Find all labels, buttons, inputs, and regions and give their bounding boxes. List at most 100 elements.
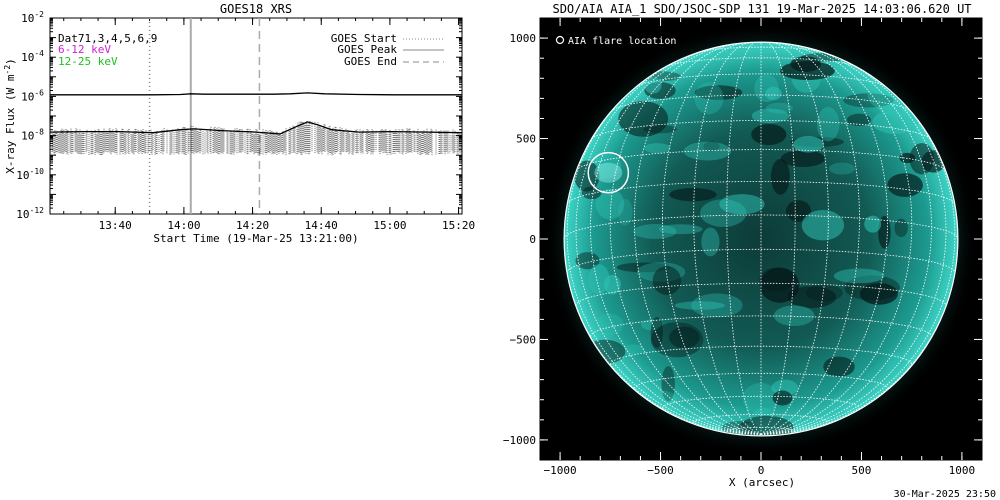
solar-texture-blob (701, 227, 720, 257)
solar-texture-blob (843, 93, 894, 108)
grid-latitude-line (576, 149, 946, 171)
grid-latitude-line (662, 395, 860, 409)
solar-texture-blob (644, 143, 671, 154)
grid-longitude-line (609, 44, 762, 435)
aia-y-tick-label: −500 (510, 333, 537, 346)
goes-xrs-panel: GOES18 XRS 10-12 10-10 10-8 10-6 10-4 10-2 13… (3, 2, 475, 245)
solar-texture-blob (780, 150, 826, 168)
solar-texture-blob (793, 136, 824, 153)
solar-texture-blob (724, 42, 777, 55)
solar-texture-blob (658, 224, 703, 235)
legend-band-12-25: 12-25 keV (58, 55, 118, 68)
grid-longitude-line (662, 42, 762, 435)
legend-goes-start: GOES Start (331, 32, 397, 45)
solar-texture-blob (618, 101, 669, 137)
grid-longitude-line (566, 78, 762, 435)
aia-image-panel: SDO/AIA AIA_1 SDO/JSOC-SDP 131 19-Mar-20… (503, 2, 996, 500)
heliographic-grid (564, 42, 958, 435)
aia-x-tick-label: 0 (758, 464, 765, 477)
solar-texture-blob (829, 396, 846, 425)
solar-texture-blob (828, 162, 855, 175)
solar-texture-blob (772, 390, 793, 406)
legend-band-6-12: 6-12 keV (58, 43, 111, 56)
aia-y-axis: −1000 −500 0 500 1000 (503, 32, 982, 447)
solar-texture-blob (773, 305, 815, 327)
solar-texture-blob (645, 390, 676, 406)
solar-texture-blob (786, 200, 811, 222)
flare-location-circle (587, 151, 630, 194)
goes-x-tick-label: 14:20 (236, 219, 269, 232)
grid-longitude-line (760, 43, 889, 435)
aia-image-title: SDO/AIA AIA_1 SDO/JSOC-SDP 131 19-Mar-20… (552, 2, 971, 16)
goes-x-axis-label: Start Time (19-Mar-25 13:21:00) (153, 232, 358, 245)
grid-longitude-line (575, 52, 762, 435)
legend-goes-end: GOES End (344, 55, 397, 68)
solar-texture-blob (669, 188, 717, 202)
grid-longitude-line (760, 78, 956, 435)
solar-texture-blob (674, 301, 726, 310)
grid-longitude-line (760, 46, 932, 435)
solar-texture-blob (790, 56, 821, 72)
solar-texture-blob (771, 158, 790, 195)
legend-goes-peak: GOES Peak (337, 43, 397, 56)
flare-legend-marker (555, 35, 565, 45)
solar-texture-blob (864, 215, 882, 233)
flare-legend-label: AIA flare location (568, 36, 676, 47)
solar-texture-blob (595, 313, 624, 336)
grid-longitude-line (760, 42, 829, 435)
solar-texture-blob (644, 77, 662, 94)
solar-texture-blob (622, 344, 645, 355)
solar-texture-blob (641, 319, 662, 331)
goes-x-tick-label: 14:00 (167, 219, 200, 232)
solar-texture-blob (616, 262, 671, 273)
grid-longitude-line (760, 42, 796, 435)
grid-longitude-line (590, 46, 762, 435)
solar-texture-blob (633, 224, 677, 239)
grid-longitude-line (760, 44, 913, 435)
solar-texture-blob (817, 106, 840, 142)
aia-x-axis-label: X (arcsec) (729, 476, 795, 489)
solar-texture-blob (617, 198, 633, 226)
goes-y-axis-label: X-ray Flux (W m-2) (3, 58, 17, 174)
goes-dat-label: Dat71,3,4,5,6,9 (58, 32, 157, 45)
grid-longitude-line (760, 52, 947, 435)
goes-chart-title: GOES18 XRS (220, 2, 292, 16)
solar-texture-blob (694, 82, 724, 115)
solar-texture-blob (872, 110, 919, 134)
solar-texture-blob (833, 268, 885, 284)
solar-texture-blob (694, 85, 743, 100)
solar-texture-blob (683, 141, 732, 161)
grid-longitude-line (726, 42, 762, 435)
goes-x-tick-label: 15:20 (442, 219, 475, 232)
goes-y-tick-label: 10-6 (21, 88, 44, 103)
aia-y-tick-label: −1000 (503, 434, 536, 447)
goes-plot-frame (49, 17, 463, 215)
goes-noise-band (51, 120, 462, 156)
goes-x-axis: 13:40 14:00 14:20 14:40 15:00 15:20 (63, 18, 475, 232)
goes-series-12-25-keV (50, 121, 462, 135)
solar-texture-blob (765, 102, 793, 114)
solar-texture-blob (801, 210, 845, 241)
solar-texture-blob (759, 267, 800, 303)
solar-texture-blob (805, 284, 843, 302)
solar-texture-blob (650, 322, 704, 358)
solar-texture-blob (595, 188, 625, 220)
flare-glow (594, 162, 623, 183)
solar-texture-blob (887, 173, 923, 198)
goes-series-group (50, 92, 462, 135)
grid-latitude-line (566, 248, 956, 273)
goes-y-tick-label: 10-8 (21, 128, 44, 143)
solar-texture-blob (574, 160, 600, 192)
goes-x-tick-label: 15:00 (373, 219, 406, 232)
goes-y-tick-label: 10-4 (21, 49, 44, 64)
aia-y-tick-label: 500 (516, 133, 536, 146)
goes-y-tick-label: 10-2 (21, 10, 44, 25)
solar-texture-blob (650, 316, 663, 348)
solar-texture-blob (637, 262, 686, 282)
grid-longitude-line (760, 42, 860, 435)
aia-x-tick-label: 500 (852, 464, 872, 477)
solar-texture-blob (712, 49, 726, 62)
solar-texture-blob (765, 86, 782, 101)
grid-latitude-line (665, 57, 857, 68)
